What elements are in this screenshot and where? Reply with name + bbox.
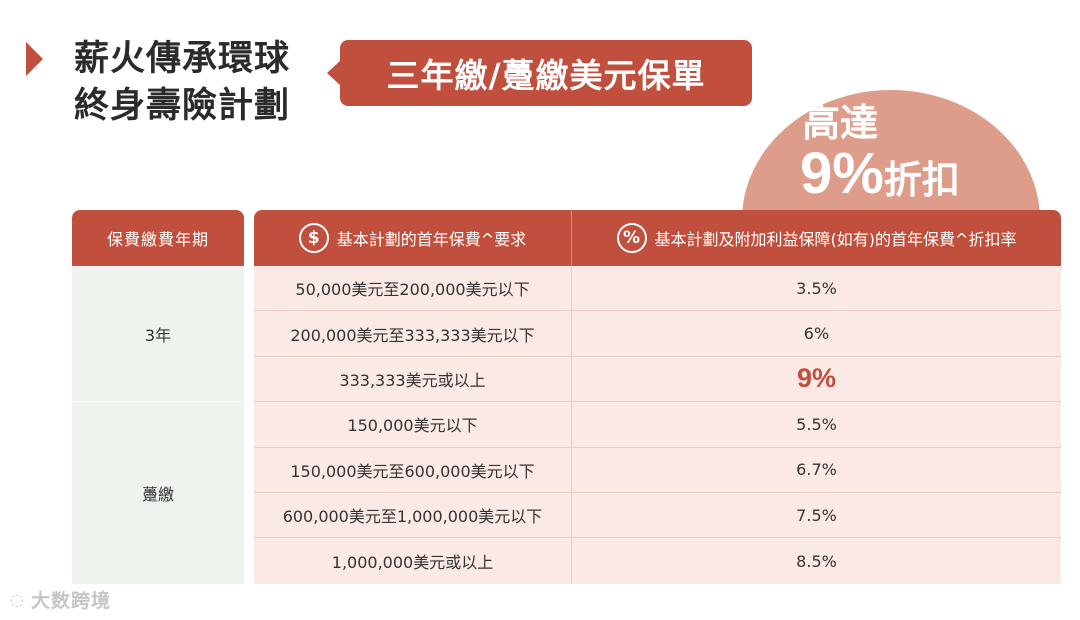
rate-cell: 6% — [803, 324, 830, 344]
table-row: 150,000美元以下 5.5% — [254, 402, 1061, 448]
rate-cell: 5.5% — [796, 414, 837, 434]
requirement-header-label: 基本計劃的首年保費^要求 — [336, 230, 527, 249]
discount-value: 9% — [800, 141, 884, 206]
plan-type-badge: 三年繳/躉繳美元保單 — [327, 40, 752, 106]
table-row: 1,000,000美元或以上 8.5% — [254, 538, 1061, 584]
title-line-1: 薪火傳承環球 — [74, 39, 291, 79]
discount-prefix: 高達 — [802, 101, 879, 145]
requirement-cell: 1,000,000美元或以上 — [254, 538, 572, 584]
period-column: 保費繳費年期 3年 躉繳 — [72, 210, 244, 584]
period-group-single: 躉繳 — [72, 402, 244, 584]
page-title: 薪火傳承環球 終身壽險計劃 — [74, 36, 290, 130]
table-row: 150,000美元至600,000美元以下 6.7% — [254, 447, 1061, 493]
rate-cell-highlight: 9% — [796, 363, 837, 394]
watermark: ◌ 大数跨境 — [10, 586, 111, 613]
title-line-2: 終身壽險計劃 — [74, 86, 291, 126]
rate-cell: 7.5% — [796, 505, 837, 525]
table-row: 600,000美元至1,000,000美元以下 7.5% — [254, 492, 1061, 539]
rate-cell: 8.5% — [796, 551, 837, 571]
requirement-cell: 333,333美元或以上 — [254, 356, 572, 402]
rate-cell: 6.7% — [796, 460, 837, 480]
table-row: 50,000美元至200,000美元以下 3.5% — [254, 266, 1061, 312]
watermark-text: 大数跨境 — [30, 590, 111, 612]
table-row: 200,000美元至333,333美元以下 6% — [254, 311, 1061, 357]
premium-table-header: $ 基本計劃的首年保費^要求 % 基本計劃及附加利益保障(如有)的首年保費^折扣… — [254, 210, 1061, 266]
dollar-icon: $ — [298, 223, 329, 253]
discount-highlight: 9%折扣 — [800, 141, 960, 221]
requirement-cell: 150,000美元至600,000美元以下 — [254, 447, 572, 492]
table-body: 50,000美元至200,000美元以下 3.5% 200,000美元至333,… — [254, 266, 1061, 584]
table-row: 333,333美元或以上 9% — [254, 356, 1061, 403]
requirement-cell: 50,000美元至200,000美元以下 — [254, 266, 572, 311]
watermark-logo-icon: ◌ — [10, 590, 25, 609]
requirement-header: $ 基本計劃的首年保費^要求 — [254, 210, 572, 266]
percent-icon: % — [616, 223, 647, 253]
title-arrow-icon — [26, 42, 43, 76]
period-group-3-year: 3年 — [72, 266, 244, 402]
rate-cell: 3.5% — [796, 278, 837, 298]
requirement-cell: 200,000美元至333,333美元以下 — [254, 311, 572, 356]
requirement-cell: 600,000美元至1,000,000美元以下 — [254, 492, 572, 538]
discount-label: 折扣 — [883, 158, 960, 202]
rate-header: % 基本計劃及附加利益保障(如有)的首年保費^折扣率 — [572, 210, 1061, 266]
period-header: 保費繳費年期 — [72, 210, 244, 266]
rate-header-label: 基本計劃及附加利益保障(如有)的首年保費^折扣率 — [654, 230, 1017, 249]
requirement-cell: 150,000美元以下 — [254, 402, 572, 447]
premium-table: $ 基本計劃的首年保費^要求 % 基本計劃及附加利益保障(如有)的首年保費^折扣… — [254, 210, 1061, 584]
